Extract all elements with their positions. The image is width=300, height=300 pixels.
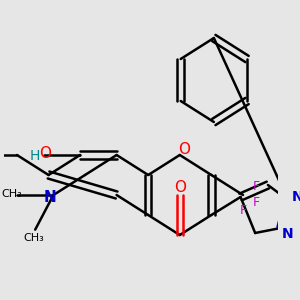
Text: H: H xyxy=(29,149,40,163)
Text: N: N xyxy=(291,190,300,204)
Text: N: N xyxy=(282,227,294,241)
Text: F: F xyxy=(239,205,247,218)
Text: O: O xyxy=(178,142,190,158)
Text: F: F xyxy=(253,196,260,209)
Text: O: O xyxy=(174,179,186,194)
Text: O: O xyxy=(40,146,52,161)
Text: CH₃: CH₃ xyxy=(23,232,44,243)
Text: N: N xyxy=(44,190,56,205)
Text: F: F xyxy=(253,181,260,194)
Text: CH₃: CH₃ xyxy=(1,189,22,199)
